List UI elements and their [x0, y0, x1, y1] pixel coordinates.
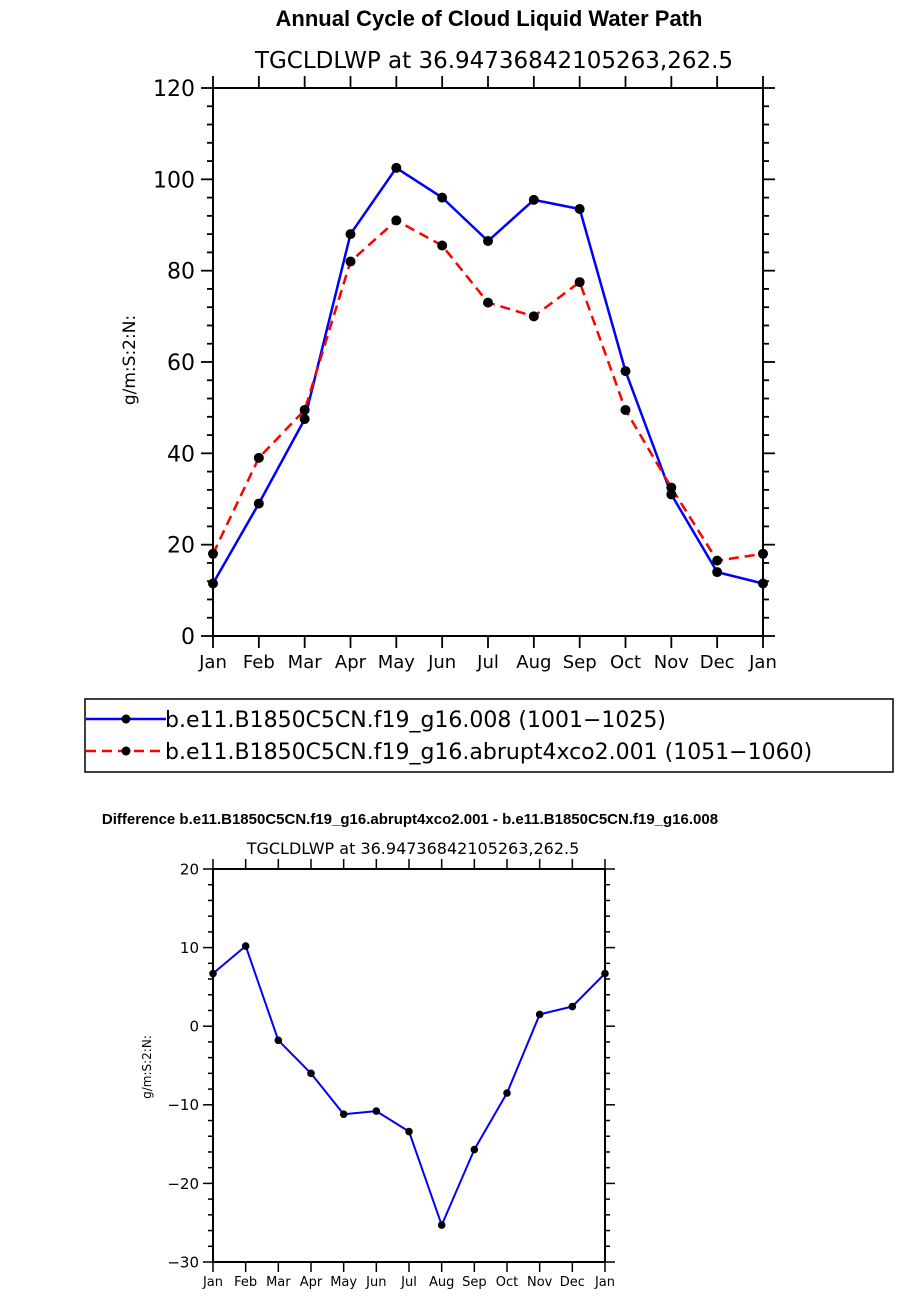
chart1-series-2-point [712, 555, 723, 566]
chart2-xtick-label: Sep [462, 1275, 487, 1290]
chart2-series-1-point [535, 1010, 544, 1019]
chart1-series-1-point [620, 366, 631, 377]
chart2-series-1-point [274, 1036, 283, 1045]
chart1-xtick-label: Jun [427, 652, 456, 673]
chart2-ytick-label: −10 [167, 1096, 199, 1114]
chart2-plot-area [209, 942, 609, 1229]
chart1-ytick-label: 0 [181, 625, 195, 650]
chart1-series-2-point [345, 256, 356, 267]
chart1-axes: 0 20 40 60 80 100 120 Jan Feb Mar Apr May Jun Jul Aug S… [153, 76, 777, 673]
chart1-series-2-point [666, 482, 677, 493]
legend-marker-series-1 [121, 714, 131, 724]
chart1-series-2-point [483, 297, 493, 308]
chart1-ytick-label: 20 [167, 534, 195, 559]
chart1-series-2-point [620, 404, 631, 415]
chart1-series-2-point [253, 452, 264, 463]
chart2-ytick-label: 20 [180, 860, 199, 878]
chart1-series-2-point [299, 404, 310, 415]
chart1-xtick-label: Jan [198, 652, 227, 673]
chart1-series-1-point [712, 567, 723, 578]
chart1-series-2-point [528, 311, 539, 322]
chart2-xtick-label: Jun [365, 1275, 386, 1290]
chart2-series-1-point [437, 1221, 446, 1229]
chart2-series-1-point [241, 942, 250, 950]
chart2-xtick-label: Mar [266, 1275, 291, 1290]
chart2-xtick-label: Dec [560, 1275, 585, 1290]
chart1-series-line-1 [211, 166, 764, 585]
chart2-series-1-point [209, 969, 217, 978]
chart1-frame [212, 87, 764, 637]
chart2-title: Difference b.e11.B1850C5CN.f19_g16.abrup… [102, 811, 718, 828]
chart2-axes: −30 −20 −10 0 10 20 Jan Feb Mar Apr May Jun Jul Aug Se… [167, 859, 615, 1290]
chart2-series-1-point [568, 1002, 577, 1011]
chart1-xtick-label: May [378, 652, 416, 673]
chart1-xtick-label: Jul [476, 652, 499, 673]
legend-label-series-2: b.e11.B1850C5CN.f19_g16.abrupt4xco2.001 … [165, 740, 812, 765]
chart2-xtick-label: Jul [400, 1275, 417, 1290]
chart1-ytick-label: 120 [153, 77, 195, 102]
chart1-series-1-point [666, 489, 677, 500]
chart1-legend: b.e11.B1850C5CN.f19_g16.008 (1001−1025) … [84, 698, 894, 773]
chart2-xtick-label: Jan [202, 1275, 223, 1290]
chart2-series-1-point [307, 1069, 315, 1078]
chart1-series-2-point [208, 548, 218, 559]
chart2-xtick-label: Nov [527, 1275, 553, 1290]
chart1-ytick-label: 80 [167, 260, 195, 285]
legend-marker-series-2 [121, 746, 131, 756]
chart1-ylabel: g/m:S:2:N: [120, 315, 140, 405]
chart2-series-1-point [372, 1107, 381, 1115]
chart1-series-1-point [758, 578, 768, 589]
chart1-series-1-point [483, 235, 493, 246]
chart1-xtick-label: Apr [335, 652, 367, 673]
chart1-xtick-label: Aug [516, 652, 551, 673]
chart1-ytick-label: 40 [167, 442, 195, 467]
chart1-title: Annual Cycle of Cloud Liquid Water Path [276, 6, 703, 31]
chart2-series-1-point [601, 969, 609, 978]
chart1-series-1-point [437, 192, 448, 203]
legend-label-series-1: b.e11.B1850C5CN.f19_g16.008 (1001−1025) [165, 708, 666, 733]
chart2-subtitle: TGCLDLWP at 36.94736842105263,262.5 [246, 839, 580, 858]
chart1-xtick-label: Sep [563, 652, 597, 673]
chart1-series-1-point [391, 162, 402, 173]
chart1-series-2-point [437, 240, 448, 251]
chart2-series-1-point [503, 1089, 511, 1097]
chart1-xtick-label: Oct [610, 652, 641, 673]
chart2-xtick-label: Apr [300, 1275, 323, 1290]
chart1-ytick-label: 100 [153, 168, 195, 193]
chart2-xtick-label: Oct [496, 1275, 518, 1290]
chart2-xtick-label: Feb [234, 1275, 257, 1290]
chart1-series-1-point [299, 414, 310, 425]
chart1-series-1-point [345, 229, 356, 240]
chart2-ytick-label: −20 [167, 1175, 199, 1193]
chart1-plot-area [208, 162, 768, 589]
chart1-series-1-point [208, 578, 218, 589]
chart1-xtick-label: Mar [288, 652, 323, 673]
chart2-ytick-label: 10 [180, 939, 199, 957]
chart1-series-2-point [758, 548, 768, 559]
chart1-series-2-point [391, 215, 402, 226]
chart2-series-line-1 [212, 945, 606, 1227]
chart2-xtick-label: Jan [594, 1275, 615, 1290]
chart1-series-2-point [574, 277, 585, 288]
chart1-xtick-label: Dec [700, 652, 735, 673]
chart2-ytick-label: 0 [189, 1018, 199, 1036]
chart2-series-1-point [470, 1145, 479, 1154]
chart1-subtitle: TGCLDLWP at 36.94736842105263,262.5 [254, 48, 733, 74]
chart1-series-1-point [528, 194, 539, 205]
chart2-frame [212, 868, 606, 1263]
chart1-series-1-point [253, 498, 264, 509]
chart2-series-1-point [339, 1110, 348, 1119]
chart1-series-1-point [574, 204, 585, 215]
legend-box [84, 698, 894, 773]
chart1-ytick-label: 60 [167, 351, 195, 376]
chart2-xtick-label: Aug [429, 1275, 454, 1290]
chart1-xtick-label: Nov [654, 652, 689, 673]
chart2-ylabel: g/m:S:2:N: [140, 1035, 154, 1099]
chart2-xtick-label: May [330, 1275, 357, 1290]
chart1-xtick-label: Feb [243, 652, 275, 673]
chart2-ytick-label: −30 [167, 1253, 199, 1271]
chart1-xtick-label: Jan [748, 652, 777, 673]
chart2-series-1-point [405, 1127, 413, 1136]
